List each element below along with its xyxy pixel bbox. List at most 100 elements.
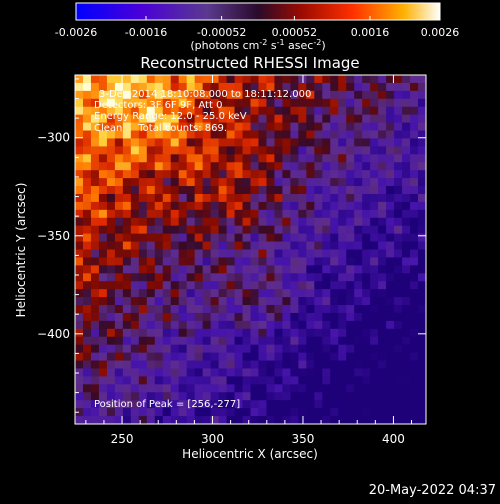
heatmap-cell bbox=[90, 193, 100, 203]
heatmap-cell bbox=[154, 281, 164, 290]
heatmap-cell bbox=[122, 392, 132, 401]
heatmap-cell bbox=[106, 408, 116, 417]
heatmap-cell bbox=[306, 98, 315, 108]
heatmap-cell bbox=[330, 201, 339, 211]
heatmap-cell bbox=[218, 376, 228, 385]
heatmap-cell bbox=[314, 320, 323, 330]
heatmap-cell bbox=[234, 178, 244, 187]
heatmap-cell bbox=[154, 265, 164, 274]
heatmap-cell bbox=[394, 170, 403, 179]
heatmap-cell bbox=[378, 328, 387, 338]
heatmap-cell bbox=[394, 162, 403, 171]
heatmap-cell bbox=[218, 186, 228, 195]
heatmap-cell bbox=[170, 320, 180, 330]
heatmap-cell bbox=[106, 273, 116, 282]
heatmap-cell bbox=[322, 400, 331, 409]
heatmap-cell bbox=[90, 241, 100, 251]
heatmap-cell bbox=[194, 114, 204, 124]
heatmap-cell bbox=[290, 209, 299, 219]
heatmap-cell bbox=[242, 352, 252, 362]
heatmap-cell bbox=[402, 82, 411, 92]
heatmap-cell bbox=[410, 241, 419, 251]
heatmap-cell bbox=[274, 408, 284, 417]
heatmap-cell bbox=[330, 75, 339, 84]
heatmap-cell bbox=[354, 312, 363, 322]
heatmap-cell bbox=[410, 114, 419, 124]
heatmap-cell bbox=[338, 170, 347, 179]
heatmap-cell bbox=[75, 186, 84, 195]
heatmap-cell bbox=[114, 225, 124, 235]
heatmap-cell bbox=[162, 360, 172, 370]
colorbar-ticks: -0.0026 -0.0016 -0.00052 0.00052 0.0016 0.002… bbox=[55, 16, 459, 39]
heatmap-cell bbox=[338, 384, 347, 393]
heatmap-cell bbox=[378, 209, 387, 219]
heatmap-cell bbox=[362, 209, 371, 219]
heatmap-cell bbox=[114, 281, 124, 290]
heatmap-cell bbox=[322, 178, 331, 187]
heatmap-cell bbox=[234, 201, 244, 211]
heatmap-cell bbox=[242, 249, 252, 259]
heatmap-cell bbox=[250, 408, 260, 417]
heatmap-cell bbox=[330, 193, 339, 203]
heatmap-cell bbox=[242, 297, 252, 306]
heatmap-cell bbox=[75, 320, 84, 330]
heatmap-cell bbox=[362, 384, 371, 393]
heatmap-cell bbox=[362, 201, 371, 211]
heatmap-cell bbox=[75, 241, 84, 251]
heatmap-cell bbox=[178, 281, 188, 290]
heatmap-cell bbox=[130, 146, 140, 155]
heatmap-cell bbox=[218, 312, 228, 322]
heatmap-cell bbox=[306, 114, 315, 124]
heatmap-cell bbox=[226, 344, 236, 354]
heatmap-cell bbox=[402, 289, 411, 298]
heatmap-cell bbox=[146, 98, 156, 108]
heatmap-cell bbox=[170, 352, 180, 362]
heatmap-cell bbox=[258, 241, 268, 251]
heatmap-cell bbox=[226, 376, 236, 385]
heatmap-cell bbox=[306, 344, 315, 354]
heatmap-cell bbox=[338, 114, 347, 124]
heatmap-cell bbox=[258, 384, 268, 393]
heatmap-cell bbox=[194, 336, 204, 346]
heatmap-cell bbox=[346, 138, 355, 147]
heatmap-cell bbox=[226, 257, 236, 266]
heatmap-cell bbox=[234, 352, 244, 362]
heatmap-cell bbox=[226, 328, 236, 338]
heatmap-cell bbox=[410, 344, 419, 354]
heatmap-cell bbox=[378, 249, 387, 259]
heatmap-cell bbox=[346, 368, 355, 378]
heatmap-cell bbox=[362, 106, 371, 116]
heatmap-cell bbox=[298, 146, 307, 155]
heatmap-cell bbox=[122, 400, 132, 409]
heatmap-cell bbox=[346, 98, 355, 108]
heatmap-cell bbox=[322, 257, 331, 266]
heatmap-cell bbox=[194, 312, 204, 322]
heatmap-cell bbox=[178, 122, 188, 132]
heatmap-cell bbox=[410, 328, 419, 338]
heatmap-cell bbox=[210, 162, 220, 171]
y-axis-label: Heliocentric Y (arcsec) bbox=[14, 183, 28, 318]
heatmap-cell bbox=[82, 209, 92, 219]
heatmap-cell bbox=[162, 249, 172, 259]
heatmap-cell bbox=[354, 392, 363, 401]
heatmap-cell bbox=[370, 328, 379, 338]
heatmap-cell bbox=[322, 265, 331, 274]
heatmap-cell bbox=[75, 392, 84, 401]
heatmap-cell bbox=[178, 138, 188, 147]
heatmap-cell bbox=[346, 162, 355, 171]
heatmap-cell bbox=[186, 360, 196, 370]
heatmap-cell bbox=[250, 336, 260, 346]
heatmap-cell bbox=[378, 384, 387, 393]
heatmap-cell bbox=[354, 408, 363, 417]
heatmap-cell bbox=[194, 225, 204, 235]
heatmap-cell bbox=[378, 352, 387, 362]
heatmap-cell bbox=[402, 336, 411, 346]
heatmap-cell bbox=[394, 297, 403, 306]
heatmap-cell bbox=[362, 186, 371, 195]
heatmap-cell bbox=[242, 209, 252, 219]
heatmap-cell bbox=[82, 82, 92, 92]
heatmap-cell bbox=[258, 273, 268, 282]
heatmap-cell bbox=[298, 217, 307, 227]
heatmap-cell bbox=[298, 249, 307, 259]
heatmap-cell bbox=[282, 368, 291, 378]
